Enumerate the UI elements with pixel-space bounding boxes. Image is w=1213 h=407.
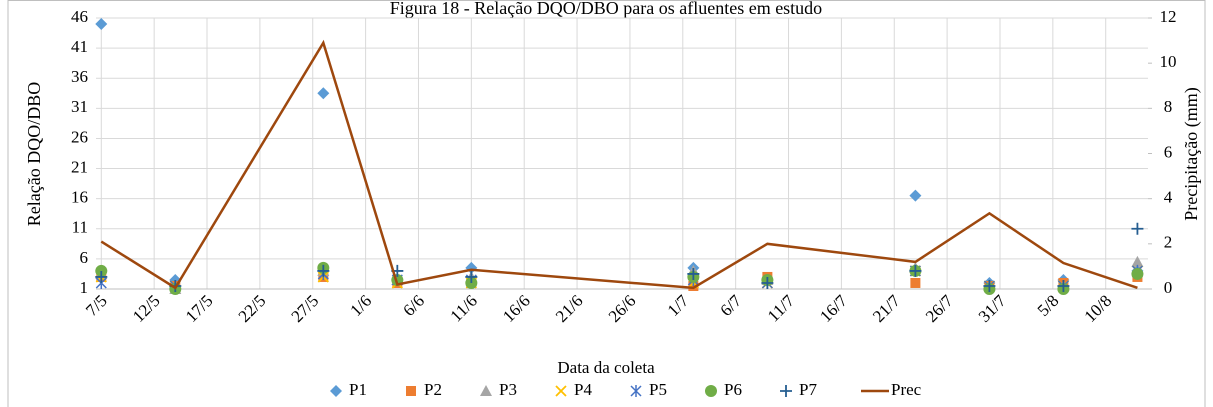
legend-label: P4: [574, 380, 592, 399]
chart-frame: [7, 0, 1206, 407]
y2-tick-label: 10: [1160, 52, 1177, 71]
x-tick-label: 10/8: [1080, 291, 1115, 326]
x-tick-label: 17/5: [182, 291, 217, 326]
x-tick-label: 31/7: [975, 291, 1010, 326]
x-tick-label: 12/5: [129, 291, 164, 326]
x-tick-label: 16/6: [499, 291, 534, 326]
point: [95, 18, 108, 31]
point: [1057, 279, 1070, 292]
x-axis-label: Data da coleta: [557, 358, 655, 377]
x-tick-label: 16/7: [816, 291, 851, 326]
x-tick-label: 6/7: [716, 291, 745, 320]
y-axis-label: Relação DQO/DBO: [24, 82, 44, 226]
point: [688, 280, 699, 291]
y-tick-label: 21: [71, 157, 88, 176]
y2-tick-label: 12: [1160, 7, 1177, 26]
x-tick-label: 27/5: [288, 291, 323, 326]
point: [95, 264, 108, 277]
y2-tick-label: 4: [1164, 188, 1173, 207]
legend-label: P2: [424, 380, 442, 399]
point: [317, 264, 330, 277]
legend-marker: [330, 385, 342, 397]
legend-marker: [406, 386, 416, 396]
legend-label: P6: [724, 380, 742, 399]
legend-label: P7: [799, 380, 817, 399]
x-tick-label: 21/7: [869, 291, 904, 326]
legend-label: P1: [349, 380, 367, 399]
legend-marker: [780, 385, 792, 397]
y-tick-label: 31: [71, 97, 88, 116]
y2-axis-label: Precipitação (mm): [1181, 87, 1202, 220]
chart-title: Figura 18 - Relação DQO/DBO para os aflu…: [390, 0, 822, 18]
x-tick-label: 5/8: [1034, 291, 1063, 320]
point: [687, 267, 700, 280]
x-tick-label: 21/6: [552, 291, 587, 326]
y-tick-label: 6: [80, 248, 89, 267]
y-tick-label: 16: [71, 188, 88, 207]
point: [465, 276, 478, 289]
legend-label: P3: [499, 380, 517, 399]
y2-tick-label: 8: [1164, 97, 1173, 116]
legend-marker: [480, 385, 492, 396]
point: [465, 270, 478, 283]
legend-marker: [630, 385, 642, 397]
y-tick-label: 1: [80, 278, 89, 297]
y-tick-label: 41: [71, 37, 88, 56]
legend-label: Prec: [891, 380, 922, 399]
y2-tick-label: 2: [1164, 233, 1173, 252]
point: [317, 87, 330, 100]
x-tick-label: 26/6: [605, 291, 640, 326]
x-tick-label: 11/7: [764, 291, 799, 326]
y-tick-label: 11: [72, 218, 88, 237]
y-tick-label: 26: [71, 127, 88, 146]
y2-tick-label: 0: [1164, 278, 1173, 297]
point: [909, 189, 922, 202]
point: [1131, 222, 1144, 235]
legend-marker: [555, 385, 567, 397]
legend-label: P5: [649, 380, 667, 399]
point: [761, 276, 774, 289]
x-tick-label: 26/7: [922, 291, 957, 326]
y-tick-label: 46: [71, 7, 88, 26]
y-tick-label: 36: [71, 67, 88, 86]
point: [910, 277, 921, 288]
point: [1131, 255, 1144, 267]
x-tick-label: 6/6: [399, 291, 428, 320]
point: [983, 279, 996, 292]
y2-tick-label: 6: [1164, 142, 1173, 161]
point: [909, 264, 922, 277]
x-tick-label: 1/7: [664, 291, 693, 320]
legend-marker: [705, 385, 717, 397]
point: [1131, 267, 1144, 280]
prec-line: [100, 39, 1138, 290]
x-tick-label: 22/5: [235, 291, 270, 326]
point: [95, 270, 108, 283]
x-tick-label: 11/6: [447, 291, 481, 325]
x-tick-label: 1/6: [346, 291, 375, 320]
